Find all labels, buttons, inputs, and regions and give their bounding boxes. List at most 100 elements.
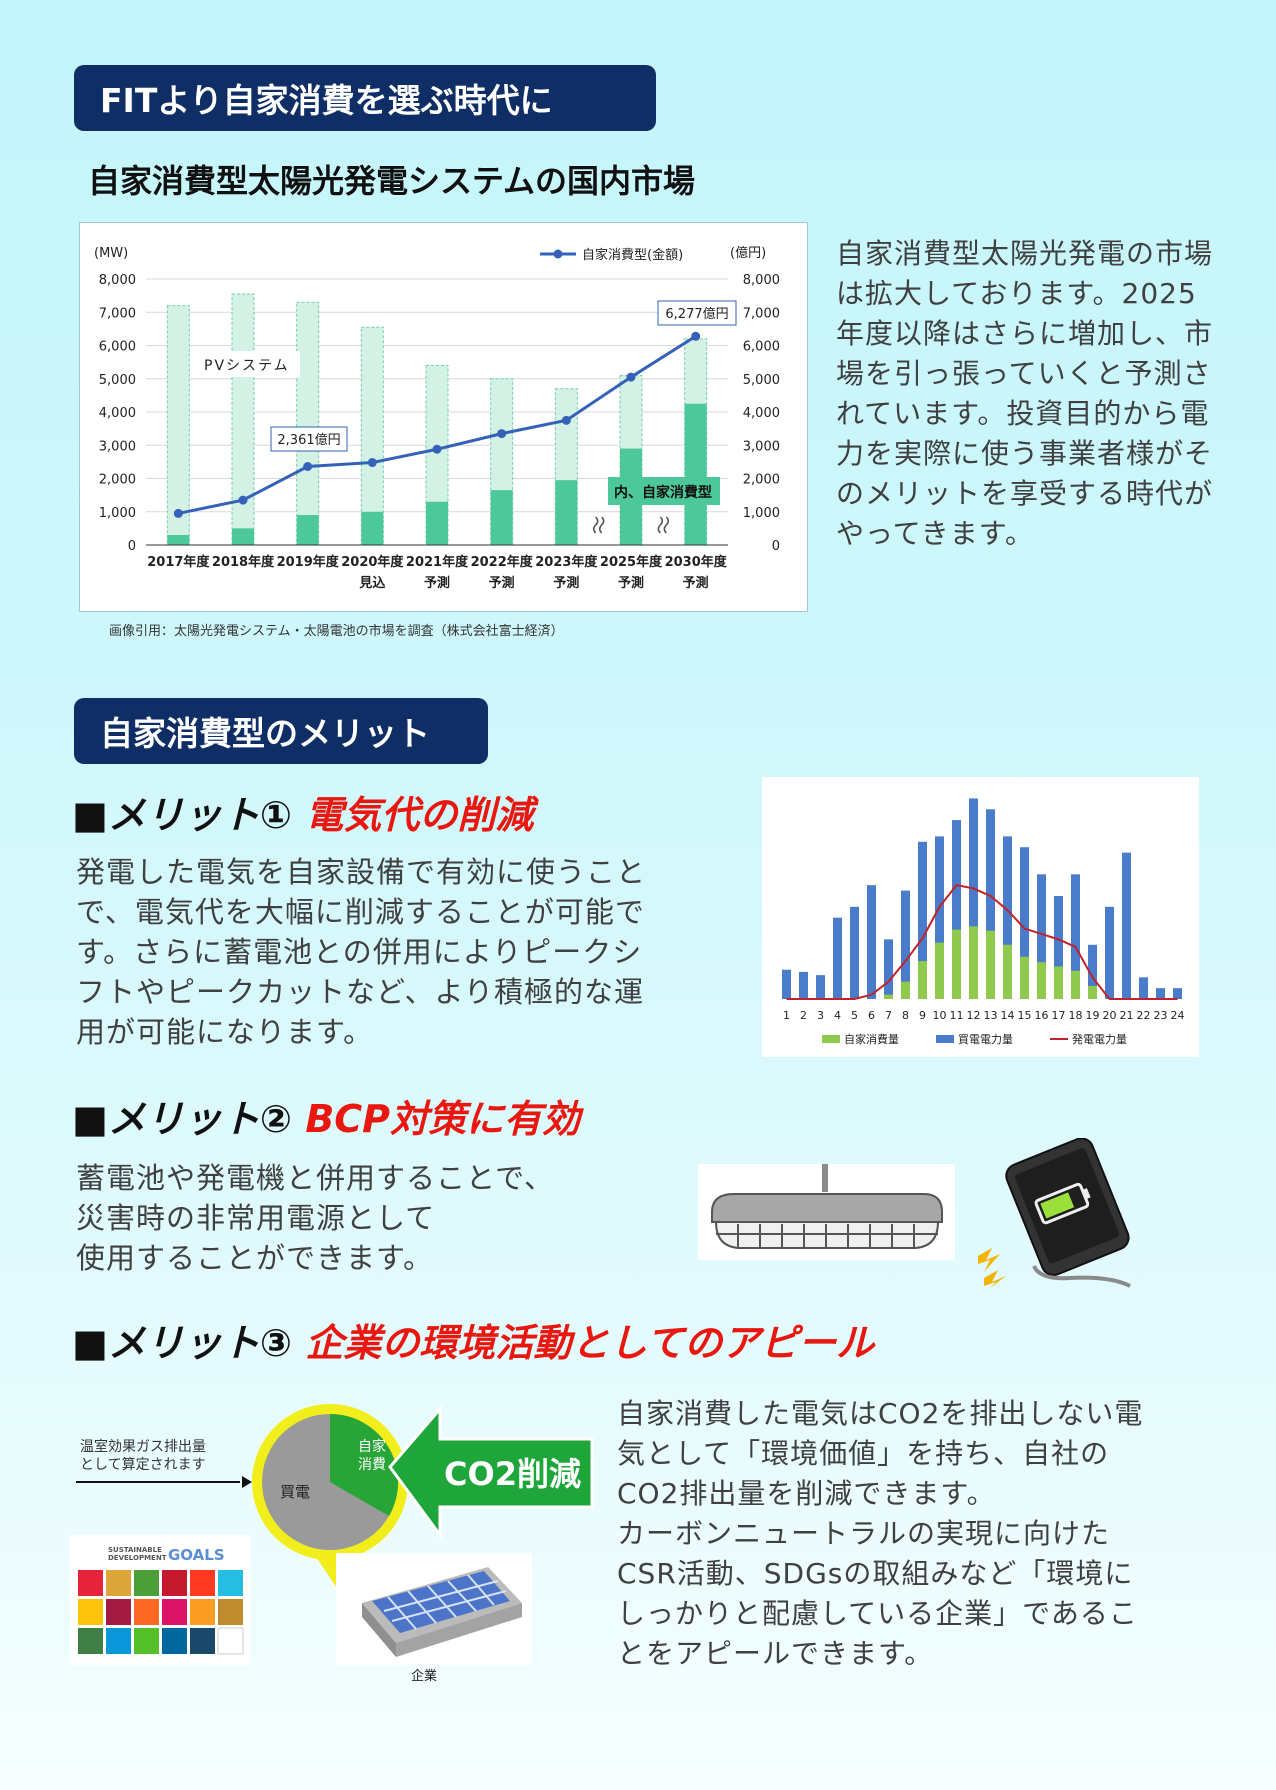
- x-tick-label: 2017年度: [147, 554, 210, 570]
- merit1-text: 発電した電気を自家設備で有効に使うこと で、電気代を大幅に削減することが可能で …: [76, 852, 716, 1052]
- sdg-goal-tile: [190, 1570, 215, 1596]
- y-tick-left: 2,000: [99, 473, 136, 488]
- sdgs-text-1: SUSTAINABLE: [108, 1546, 162, 1554]
- right-axis-unit: (億円): [730, 245, 766, 261]
- self-consumption-bar: [1088, 985, 1097, 999]
- pv-bar: [231, 293, 255, 546]
- amount-point: [303, 461, 313, 471]
- x-tick-sublabel: 予測: [618, 575, 644, 591]
- legend-swatch-bought: [936, 1035, 954, 1043]
- y-tick-left: 5,000: [99, 373, 136, 388]
- bought-power-bar: [1037, 874, 1046, 999]
- hourly-chart: 1 2 3 4 5 6 7 8 9 10 11 12 13 14 15 16 17 18 19 20 21 22 23 24 自…: [762, 777, 1199, 1057]
- sdg-goal-tile: [78, 1599, 103, 1625]
- bought-power-bar: [850, 906, 859, 999]
- hour-tick-label: 6: [868, 1009, 875, 1022]
- sdg-goal-tile: [134, 1628, 159, 1654]
- light-fixture-icon: [711, 1164, 943, 1249]
- annotation-2019: 2,361億円: [277, 432, 340, 448]
- sdg-goal-tile: [217, 1627, 244, 1655]
- hour-tick-label: 17: [1052, 1009, 1066, 1022]
- left-axis-unit: (MW): [94, 246, 128, 261]
- bought-power-bar: [867, 885, 876, 999]
- y-tick-left: 8,000: [99, 273, 136, 288]
- legend-swatch-self: [822, 1035, 840, 1043]
- self-consumption-bar: [167, 535, 190, 545]
- y-tick-right: 3,000: [743, 439, 780, 454]
- self-consumption-bar: [684, 403, 707, 545]
- bought-power-bar: [799, 971, 808, 999]
- bought-power-bar: [782, 969, 791, 999]
- bought-power-bar: [1139, 977, 1148, 999]
- amount-point: [238, 495, 248, 505]
- bought-power-bar: [1054, 896, 1063, 999]
- company-label: 企業: [411, 1668, 437, 1684]
- bought-power-bar: [1173, 988, 1182, 999]
- sdg-goal-tile: [78, 1570, 103, 1596]
- y-tick-right: 7,000: [743, 306, 780, 321]
- hour-tick-label: 1: [783, 1009, 790, 1022]
- bought-power-bar: [901, 890, 910, 999]
- x-tick-label: 2021年度: [406, 554, 469, 570]
- sdgs-goal-grid: [78, 1570, 244, 1655]
- emission-arrow-head: [242, 1476, 252, 1488]
- hour-tick-label: 13: [984, 1009, 998, 1022]
- co2-diagram-svg: 温室効果ガス排出量 として算定されます 自家 消費 買電 CO2削減: [70, 1404, 594, 1684]
- bought-power-bar: [884, 939, 893, 999]
- self-consumption-bar: [426, 501, 448, 545]
- self-consumption-bar: [1071, 970, 1080, 999]
- hour-tick-label: 10: [933, 1009, 947, 1022]
- self-label-bg: [608, 477, 720, 505]
- hour-tick-label: 23: [1154, 1009, 1168, 1022]
- x-tick-sublabel: 予測: [683, 575, 709, 591]
- y-tick-left: 6,000: [99, 340, 136, 355]
- axis-break-mark: [592, 516, 599, 534]
- phone-battery-icon: [978, 1137, 1131, 1288]
- y-tick-right: 6,000: [743, 340, 780, 355]
- sdg-goal-tile: [190, 1599, 215, 1625]
- x-tick-sublabel: 見込: [358, 575, 386, 591]
- y-tick-left: 1,000: [99, 506, 136, 521]
- merit2-heading: ■メリット② BCP対策に有効: [72, 1088, 580, 1143]
- self-series-label: 内、自家消費型: [614, 484, 712, 501]
- x-tick-sublabel: 予測: [553, 575, 579, 591]
- bought-power-bar: [1071, 874, 1080, 999]
- self-consumption-bar: [986, 930, 995, 999]
- merit2-line: 蓄電池や発電機と併用することで、: [76, 1161, 554, 1195]
- y-tick-right: 4,000: [743, 406, 780, 421]
- x-tick-sublabel: 予測: [489, 575, 515, 591]
- amount-point: [691, 331, 701, 341]
- sdg-goal-tile: [106, 1570, 131, 1596]
- merit1-line: フトやピークカットなど、より積極的な運: [76, 975, 644, 1009]
- merit3-text: 自家消費した電気はCO2を排出しない電 気として「環境価値」を持ち、自社の CO…: [617, 1394, 1237, 1674]
- amount-point: [432, 444, 442, 454]
- self-consumption-bar: [555, 480, 578, 545]
- pv-bar: [296, 301, 320, 546]
- self-consumption-bar: [935, 942, 944, 999]
- co2-diagram: 温室効果ガス排出量 として算定されます 自家 消費 買電 CO2削減: [70, 1395, 610, 1685]
- merit2-prefix: ■メリット②: [72, 1097, 293, 1141]
- x-tick-label: 2022年度: [471, 554, 534, 570]
- hour-tick-label: 4: [834, 1009, 841, 1022]
- annotation-box: [270, 426, 348, 452]
- bought-power-bar: [1020, 847, 1029, 999]
- market-chart: 0 0 1,000 1,000 2,000 2,000 3,000 3,000 4,000 4,0…: [79, 222, 808, 612]
- self-consumption-bar: [490, 490, 513, 545]
- merit3-line: CO2排出量を削減できます。: [617, 1477, 996, 1510]
- x-tick-label: 2020年度: [341, 554, 404, 570]
- market-subtitle: 自家消費型太陽光発電システムの国内市場: [88, 162, 696, 200]
- hour-tick-label: 7: [885, 1009, 892, 1022]
- bought-power-bar: [1088, 944, 1097, 999]
- merit3-line: 自家消費した電気はCO2を排出しない電: [617, 1397, 1144, 1430]
- section-banner-merits: 自家消費型のメリット: [74, 698, 488, 764]
- bought-power-bar: [952, 820, 961, 999]
- axis-break-mark: [657, 516, 664, 534]
- y-tick-right: 2,000: [743, 473, 780, 488]
- hour-tick-label: 12: [967, 1009, 981, 1022]
- legend-line-label: 自家消費型(金額): [582, 247, 683, 263]
- hour-tick-label: 15: [1018, 1009, 1032, 1022]
- y-tick-right: 5,000: [743, 373, 780, 388]
- bought-power-bar: [1122, 852, 1131, 999]
- hour-tick-label: 16: [1035, 1009, 1049, 1022]
- self-consumption-bar: [1054, 966, 1063, 999]
